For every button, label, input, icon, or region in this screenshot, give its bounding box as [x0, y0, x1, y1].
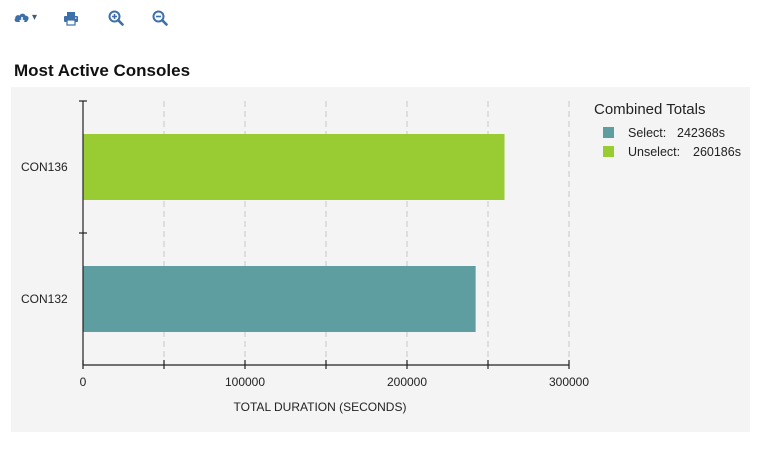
legend-swatch	[603, 127, 614, 138]
legend-swatch	[603, 146, 614, 157]
zoom-out-icon	[152, 10, 168, 26]
x-tick-label: 200000	[387, 375, 427, 389]
axis-layer: CON136 CON132 0 100000 200000 300000 TOTAL DUR…	[21, 100, 589, 414]
print-icon	[63, 11, 79, 26]
page-title: Most Active Consoles	[14, 61, 191, 80]
y-tick-label: CON136	[21, 160, 68, 174]
print-button[interactable]	[60, 7, 82, 29]
x-tick-label: 300000	[549, 375, 589, 389]
chevron-down-icon: ▾	[31, 12, 38, 23]
legend-value: 242368s	[677, 126, 725, 140]
bar-con136	[83, 134, 505, 200]
bar-con132	[83, 266, 476, 332]
zoom-out-button[interactable]	[149, 7, 171, 29]
x-tick-label: 100000	[225, 375, 265, 389]
legend-title: Combined Totals	[594, 101, 705, 118]
cloud-download-icon	[13, 10, 31, 26]
chart-panel: CON136 CON132 0 100000 200000 300000 TOTAL DUR…	[11, 87, 750, 432]
legend-value: 260186s	[693, 145, 741, 159]
bar-chart: CON136 CON132 0 100000 200000 300000 TOTAL DUR…	[21, 100, 741, 414]
legend-label: Select:	[628, 126, 666, 140]
y-tick-label: CON132	[21, 292, 68, 306]
chart-toolbar: ▾	[10, 6, 171, 30]
export-menu-button[interactable]: ▾	[10, 7, 40, 29]
legend-label: Unselect:	[628, 145, 680, 159]
zoom-in-icon	[108, 10, 124, 26]
legend: Combined Totals Select: 242368s Unselect: 26…	[594, 101, 741, 159]
x-axis-label: TOTAL DURATION (SECONDS)	[234, 400, 407, 414]
zoom-in-button[interactable]	[105, 7, 127, 29]
bar-layer	[83, 134, 505, 332]
x-tick-label: 0	[80, 375, 87, 389]
